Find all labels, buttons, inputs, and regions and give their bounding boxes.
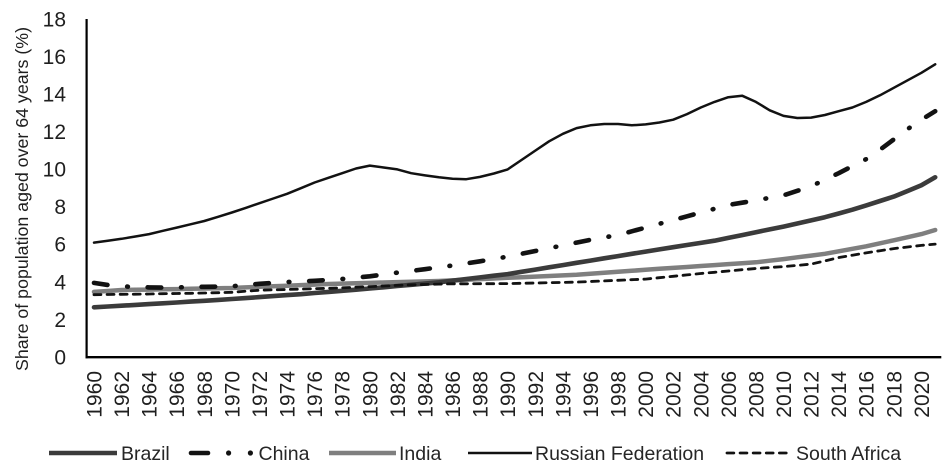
svg-text:1986: 1986 — [442, 371, 465, 418]
svg-text:2020: 2020 — [911, 371, 934, 418]
svg-text:1980: 1980 — [359, 371, 382, 418]
svg-text:0: 0 — [54, 346, 66, 369]
svg-text:1974: 1974 — [277, 371, 300, 418]
svg-text:12: 12 — [43, 121, 66, 144]
svg-text:1982: 1982 — [387, 371, 410, 418]
svg-text:1994: 1994 — [552, 371, 575, 418]
svg-text:China: China — [259, 443, 310, 465]
svg-text:1990: 1990 — [497, 371, 520, 418]
svg-text:16: 16 — [43, 46, 66, 69]
svg-text:2000: 2000 — [635, 371, 658, 418]
svg-text:2018: 2018 — [883, 371, 906, 418]
svg-text:Share of population aged over: Share of population aged over 64 years (… — [12, 27, 32, 371]
svg-text:1998: 1998 — [608, 371, 631, 418]
svg-text:1996: 1996 — [580, 371, 603, 418]
svg-text:Russian Federation: Russian Federation — [535, 443, 704, 465]
svg-text:1972: 1972 — [249, 371, 272, 418]
svg-text:India: India — [399, 443, 441, 465]
svg-text:2014: 2014 — [828, 371, 851, 418]
svg-text:2004: 2004 — [690, 371, 713, 418]
svg-text:1964: 1964 — [139, 371, 162, 418]
svg-text:14: 14 — [43, 84, 67, 107]
svg-text:2: 2 — [54, 309, 66, 332]
svg-text:2002: 2002 — [663, 371, 686, 418]
svg-text:1978: 1978 — [332, 371, 355, 418]
svg-text:8: 8 — [54, 196, 66, 219]
svg-text:10: 10 — [43, 159, 66, 182]
svg-text:1984: 1984 — [415, 371, 438, 418]
svg-text:1992: 1992 — [525, 371, 548, 418]
svg-text:18: 18 — [43, 9, 66, 32]
svg-text:1970: 1970 — [221, 371, 244, 418]
svg-text:1966: 1966 — [166, 371, 189, 418]
svg-text:1960: 1960 — [84, 371, 107, 418]
svg-text:1968: 1968 — [194, 371, 217, 418]
svg-text:4: 4 — [54, 271, 66, 294]
svg-text:2012: 2012 — [801, 371, 824, 418]
svg-text:1988: 1988 — [470, 371, 493, 418]
svg-text:6: 6 — [54, 234, 66, 257]
svg-text:2010: 2010 — [773, 371, 796, 418]
svg-text:1962: 1962 — [111, 371, 134, 418]
svg-text:2008: 2008 — [745, 371, 768, 418]
svg-text:2016: 2016 — [856, 371, 879, 418]
svg-text:Brazil: Brazil — [121, 443, 170, 465]
svg-text:2006: 2006 — [718, 371, 741, 418]
svg-text:1976: 1976 — [304, 371, 327, 418]
svg-text:South Africa: South Africa — [796, 443, 901, 465]
